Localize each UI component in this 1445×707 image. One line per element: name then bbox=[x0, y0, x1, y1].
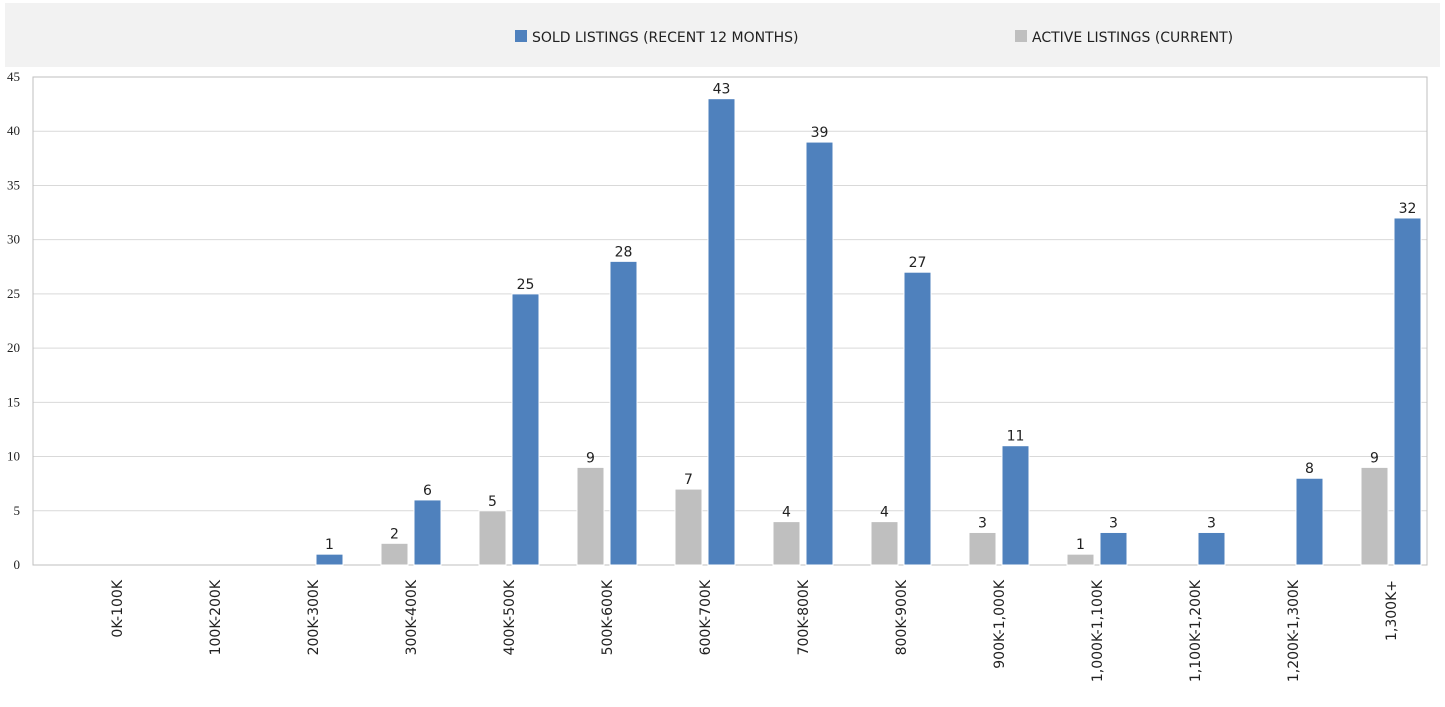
legend-band bbox=[5, 3, 1440, 67]
bar bbox=[1360, 466, 1389, 566]
x-tick-label: 1,200K-1,300K bbox=[1286, 579, 1302, 682]
y-tick-label: 20 bbox=[7, 340, 20, 355]
bar bbox=[576, 466, 605, 566]
legend-label: ACTIVE LISTINGS (CURRENT) bbox=[1032, 30, 1233, 46]
x-tick-label: 400K-500K bbox=[502, 579, 518, 655]
x-tick-label: 100K-200K bbox=[208, 579, 224, 655]
bar bbox=[805, 141, 834, 566]
data-label: 43 bbox=[713, 82, 731, 98]
bar bbox=[1001, 445, 1030, 566]
data-label: 11 bbox=[1007, 429, 1025, 445]
y-tick-label: 0 bbox=[14, 557, 21, 572]
bar bbox=[870, 521, 899, 566]
data-label: 7 bbox=[684, 472, 693, 488]
legend-swatch bbox=[515, 30, 527, 42]
bar bbox=[315, 553, 344, 566]
x-tick-label: 1,000K-1,100K bbox=[1090, 579, 1106, 682]
bar bbox=[1393, 217, 1422, 566]
data-label: 1 bbox=[325, 537, 334, 553]
x-tick-label: 200K-300K bbox=[306, 579, 322, 655]
x-tick-label: 1,300K+ bbox=[1384, 580, 1400, 641]
data-label: 9 bbox=[586, 450, 595, 466]
y-tick-label: 5 bbox=[14, 503, 21, 518]
data-label: 8 bbox=[1305, 461, 1314, 477]
data-label: 2 bbox=[390, 526, 399, 542]
bar bbox=[511, 293, 540, 566]
y-tick-label: 40 bbox=[7, 123, 20, 138]
data-label: 1 bbox=[1076, 537, 1085, 553]
bar bbox=[903, 271, 932, 566]
bar bbox=[772, 521, 801, 566]
x-tick-label: 600K-700K bbox=[698, 579, 714, 655]
legend-label: SOLD LISTINGS (RECENT 12 MONTHS) bbox=[532, 30, 799, 46]
data-label: 4 bbox=[880, 505, 889, 521]
data-label: 9 bbox=[1370, 450, 1379, 466]
y-tick-label: 25 bbox=[7, 286, 20, 301]
y-tick-label: 35 bbox=[7, 177, 20, 192]
bar bbox=[380, 542, 409, 566]
data-label: 28 bbox=[615, 244, 633, 260]
data-label: 6 bbox=[423, 483, 432, 499]
y-tick-label: 30 bbox=[7, 232, 20, 247]
bar bbox=[674, 488, 703, 566]
data-label: 27 bbox=[909, 255, 927, 271]
data-label: 3 bbox=[978, 515, 987, 531]
bar bbox=[1197, 531, 1226, 566]
data-label: 39 bbox=[811, 125, 829, 141]
bar bbox=[413, 499, 442, 566]
bar bbox=[1295, 477, 1324, 566]
data-label: 5 bbox=[488, 494, 497, 510]
x-tick-label: 0K-100K bbox=[110, 579, 126, 637]
bar bbox=[1066, 553, 1095, 566]
x-tick-label: 700K-800K bbox=[796, 579, 812, 655]
data-label: 3 bbox=[1109, 515, 1118, 531]
x-tick-label: 300K-400K bbox=[404, 579, 420, 655]
y-tick-label: 15 bbox=[7, 394, 20, 409]
data-label: 4 bbox=[782, 505, 791, 521]
data-label: 25 bbox=[517, 277, 535, 293]
x-tick-label: 1,100K-1,200K bbox=[1188, 579, 1204, 682]
data-label: 3 bbox=[1207, 515, 1216, 531]
bar bbox=[478, 510, 507, 566]
data-label: 32 bbox=[1399, 201, 1417, 217]
y-tick-label: 10 bbox=[7, 449, 20, 464]
y-tick-label: 45 bbox=[7, 69, 20, 84]
legend-swatch bbox=[1015, 30, 1027, 42]
x-tick-label: 500K-600K bbox=[600, 579, 616, 655]
x-tick-label: 800K-900K bbox=[894, 579, 910, 655]
bar bbox=[968, 531, 997, 566]
bar bbox=[707, 98, 736, 566]
bar bbox=[1099, 531, 1128, 566]
bar bbox=[609, 260, 638, 566]
x-tick-label: 900K-1,000K bbox=[992, 579, 1008, 669]
